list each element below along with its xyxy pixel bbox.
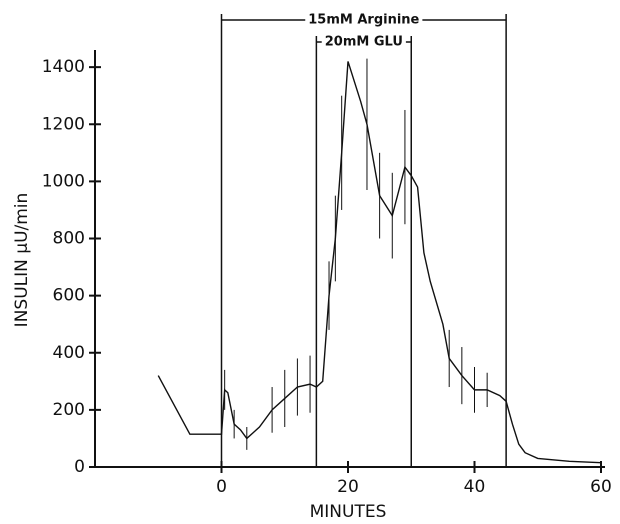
- y-tick-label: 1400: [42, 57, 85, 77]
- x-axis-label: MINUTES: [310, 502, 387, 522]
- y-tick-label: 800: [53, 229, 85, 249]
- y-tick-label: 1200: [42, 114, 85, 134]
- y-tick-label: 0: [74, 457, 85, 477]
- y-tick-label: 1000: [42, 171, 85, 191]
- annotation-text: 15mM Arginine: [308, 13, 419, 28]
- x-tick-label: 20: [337, 477, 359, 497]
- data-line: [157, 61, 602, 464]
- annotation-text: 20mM GLU: [325, 35, 403, 50]
- y-tick-label: 400: [53, 343, 85, 363]
- y-tick-label: 600: [53, 286, 85, 306]
- x-tick-label: 0: [216, 477, 227, 497]
- y-axis-label: INSULIN µU/min: [12, 193, 32, 328]
- x-tick-label: 60: [590, 477, 612, 497]
- x-tick-label: 40: [464, 477, 486, 497]
- annotation-bg: [321, 34, 406, 50]
- y-tick-label: 200: [53, 400, 85, 420]
- annotation-bg: [305, 12, 423, 28]
